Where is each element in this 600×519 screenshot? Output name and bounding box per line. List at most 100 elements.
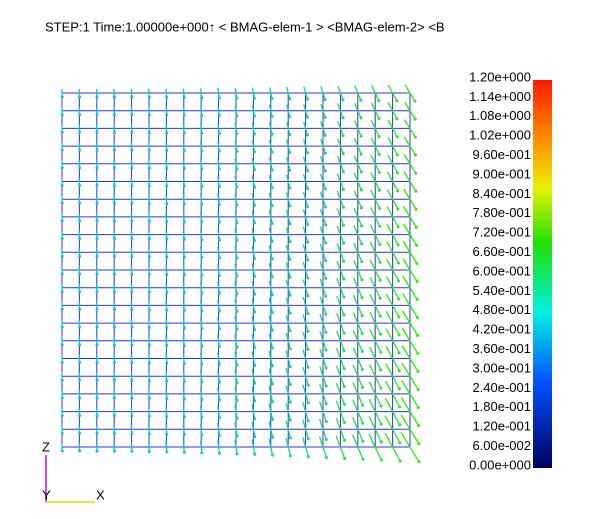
arrow-head — [235, 238, 239, 242]
arrow-head — [112, 308, 116, 312]
arrow — [217, 370, 221, 383]
arrow-head — [306, 276, 310, 280]
arrow-head — [288, 275, 292, 279]
arrow-head — [288, 204, 292, 208]
arrow-head — [324, 402, 328, 406]
arrow — [285, 279, 291, 296]
arrow — [234, 387, 238, 401]
arrow-head — [306, 330, 310, 334]
arrow-head — [147, 414, 151, 418]
arrow-head — [342, 349, 346, 353]
arrow — [354, 102, 362, 119]
arrow-head — [235, 398, 239, 402]
arrow-head — [200, 238, 204, 242]
color-bar-label: 3.60e-001 — [472, 341, 531, 356]
arrow-head — [60, 290, 64, 294]
arrow — [234, 404, 238, 419]
arrow — [234, 193, 238, 205]
arrow — [234, 369, 238, 383]
arrow-head — [165, 166, 169, 170]
arrow-head — [359, 98, 363, 102]
arrow — [319, 348, 327, 369]
arrow-head — [341, 205, 345, 209]
arrow-head — [147, 450, 151, 454]
arrow-head — [324, 205, 328, 209]
arrow-head — [182, 166, 186, 170]
arrow-head — [415, 243, 419, 247]
arrow-head — [78, 361, 82, 365]
arrow-head — [130, 201, 134, 205]
arrow — [302, 244, 309, 261]
arrow-head — [235, 381, 239, 385]
arrow-head — [182, 273, 186, 277]
vector-field — [60, 84, 421, 464]
arrow-head — [235, 345, 239, 349]
arrow-head — [342, 259, 346, 263]
arrow — [353, 190, 363, 209]
arrow-head — [342, 331, 346, 335]
arrow-head — [413, 117, 417, 121]
arrow — [182, 123, 185, 134]
color-bar-label: 5.40e-001 — [472, 283, 531, 298]
arrow — [251, 87, 256, 99]
arrow — [368, 433, 383, 461]
arrow-head — [417, 424, 421, 428]
arrow — [268, 333, 274, 349]
arrow — [234, 422, 238, 437]
color-bar-label: 1.02e+000 — [469, 128, 531, 143]
arrow-head — [270, 328, 274, 332]
arrow — [336, 278, 345, 298]
arrow — [352, 382, 364, 406]
arrow — [251, 210, 256, 224]
arrow — [182, 159, 185, 169]
arrow — [353, 207, 363, 227]
arrow-head — [270, 132, 274, 136]
arrow-head — [95, 201, 99, 205]
arrow — [370, 172, 381, 191]
arrow-head — [288, 186, 292, 190]
arrow — [352, 364, 364, 388]
arrow-head — [200, 149, 204, 153]
arrow-head — [415, 261, 419, 265]
arrow — [302, 209, 309, 225]
arrow-head — [130, 184, 134, 188]
arrow-head — [360, 367, 364, 371]
arrow — [217, 299, 221, 312]
arrow-head — [147, 308, 151, 312]
arrow-head — [217, 202, 221, 206]
arrow-head — [377, 134, 381, 138]
arrow-head — [200, 273, 204, 277]
arrow — [387, 154, 399, 174]
arrow — [199, 405, 203, 418]
arrow-head — [323, 187, 327, 191]
arrow-head — [397, 315, 401, 319]
arrow — [165, 335, 168, 346]
arrow-head — [95, 414, 99, 418]
arrow — [386, 171, 399, 192]
arrow — [302, 402, 309, 422]
arrow-head — [60, 201, 64, 205]
arrow — [217, 264, 221, 276]
arrow-head — [324, 420, 328, 424]
arrow-head — [379, 440, 383, 444]
arrow — [251, 369, 256, 384]
arrow-head — [60, 414, 64, 418]
arrow-head — [378, 224, 382, 228]
arrow — [182, 388, 185, 400]
arrow-head — [95, 95, 99, 99]
arrow-head — [200, 433, 204, 437]
arrow — [148, 353, 150, 364]
arrow — [319, 296, 327, 315]
arrow — [182, 371, 185, 382]
arrow-head — [95, 431, 99, 435]
arrow-head — [182, 415, 186, 419]
arrow — [319, 173, 327, 190]
arrow-head — [379, 350, 383, 354]
arrow-head — [165, 450, 169, 454]
arrow — [336, 155, 344, 172]
arrow-head — [360, 296, 364, 300]
arrow — [251, 351, 256, 366]
arrow-head — [252, 185, 256, 189]
arrow-head — [60, 183, 64, 187]
